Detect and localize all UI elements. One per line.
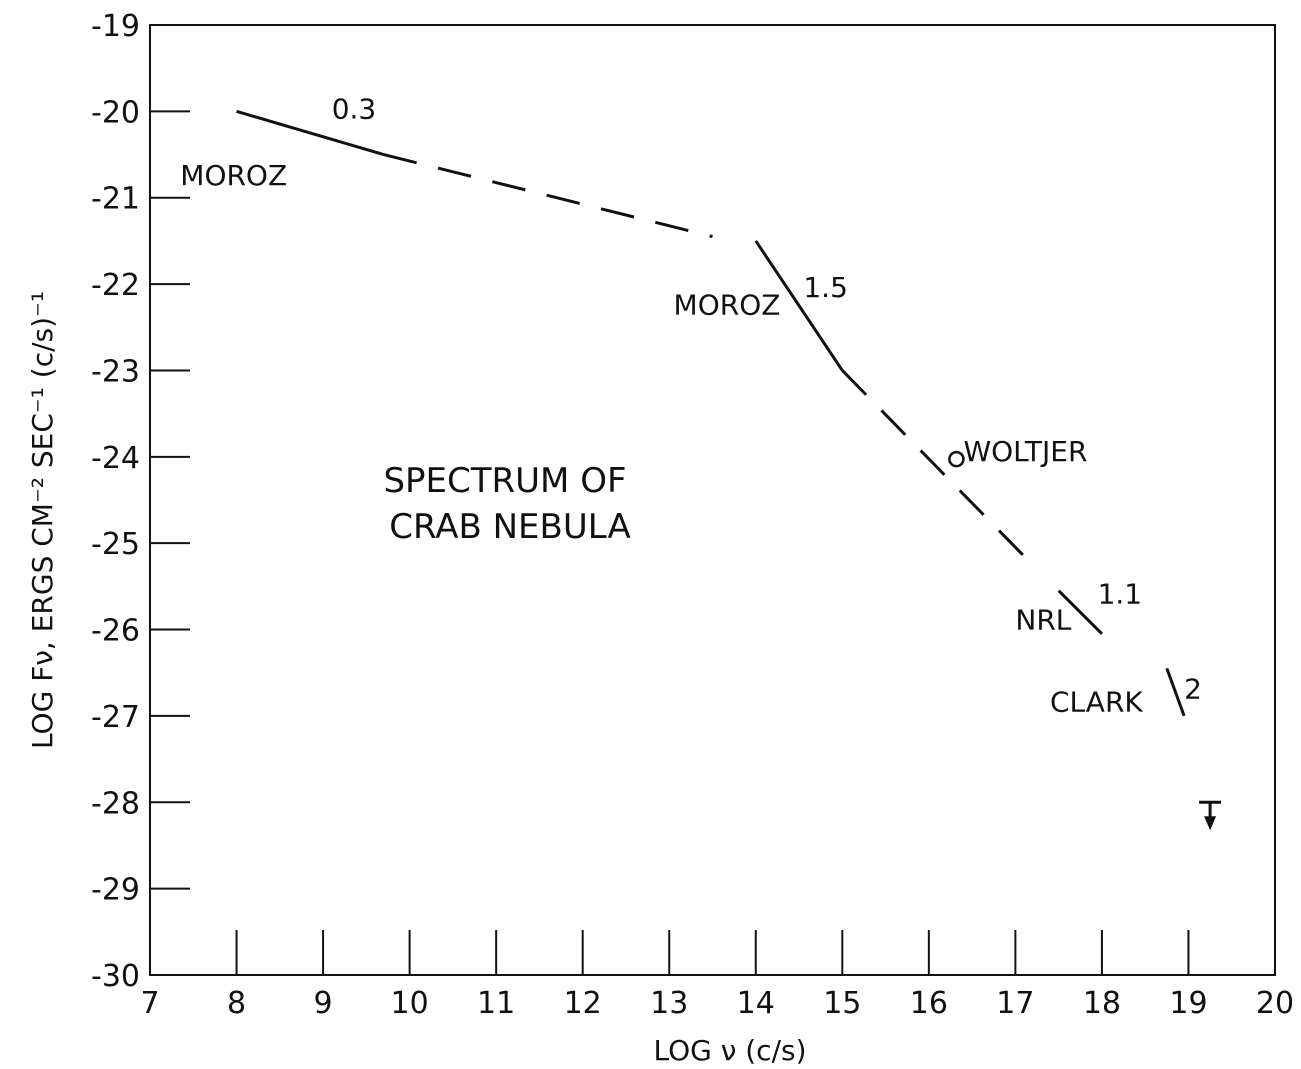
y-tick-label--30: -30 — [91, 959, 140, 994]
x-tick-label-7: 7 — [140, 986, 159, 1021]
y-tick-label--21: -21 — [91, 182, 140, 217]
x-tick-label-13: 13 — [650, 986, 688, 1021]
series-0-moroz — [236, 109, 385, 156]
chart-title-line-2: CRAB NEBULA — [389, 507, 631, 547]
annotation-6-1-1: 1.1 — [1098, 578, 1143, 611]
x-tick-label-12: 12 — [564, 986, 602, 1021]
y-tick-label--24: -24 — [91, 441, 140, 476]
y-tick-label--28: -28 — [91, 786, 140, 821]
y-tick-label--23: -23 — [91, 354, 140, 389]
annotation-5-nrl: NRL — [1015, 604, 1071, 637]
y-axis-label: LOG Fν, ERGS CM⁻² SEC⁻¹ (c/s)⁻¹ — [26, 291, 59, 749]
y-tick-label--19: -19 — [91, 9, 140, 44]
point-upper-limit-arrow — [1199, 800, 1222, 831]
series-5-clark — [1165, 667, 1186, 717]
series-group — [236, 109, 1186, 717]
annotation-8-2: 2 — [1184, 673, 1202, 706]
plot-frame-group — [149, 24, 1276, 976]
annotation-3-1-5: 1.5 — [803, 271, 848, 304]
x-axis-label: LOG ν (c/s) — [653, 1034, 806, 1067]
x-tick-label-8: 8 — [227, 986, 246, 1021]
points-group — [948, 450, 1222, 831]
x-tick-label-9: 9 — [314, 986, 333, 1021]
y-tick-label--20: -20 — [91, 95, 140, 130]
x-tick-label-20: 20 — [1256, 986, 1294, 1021]
x-tick-label-17: 17 — [996, 986, 1034, 1021]
annotation-0-0-3: 0.3 — [332, 92, 377, 125]
series-4-nrl — [1057, 589, 1103, 635]
point-woltjer — [948, 450, 965, 468]
annotation-7-clark: CLARK — [1050, 686, 1143, 719]
series-1-dashed — [383, 153, 713, 239]
annotation-2-moroz: MOROZ — [674, 288, 781, 321]
x-tick-label-11: 11 — [477, 986, 515, 1021]
series-2-moroz — [754, 240, 844, 372]
y-tick-label--26: -26 — [91, 614, 140, 649]
x-tick-label-16: 16 — [910, 986, 948, 1021]
annotations-group: 0.3 MOROZ MOROZ 1.5 WOLTJER NRL 1.1 CLARK 2 — [180, 92, 1202, 718]
annotation-4-woltjer: WOLTJER — [963, 435, 1087, 468]
y-tick-label--29: -29 — [91, 873, 140, 908]
plot-frame — [149, 24, 1276, 976]
annotation-1-moroz: MOROZ — [180, 159, 287, 192]
series-3-dashed — [841, 369, 1026, 558]
x-tick-label-19: 19 — [1169, 986, 1207, 1021]
x-tick-label-15: 15 — [823, 986, 861, 1021]
x-tick-label-10: 10 — [391, 986, 429, 1021]
y-tick-label--22: -22 — [91, 268, 140, 303]
upper-limit-arrowhead — [1204, 816, 1217, 831]
ticks-group: 7 8 9 10 11 12 13 14 15 16 17 18 19 20 -19 -20 -21 -22 -23… — [91, 9, 1294, 1021]
x-tick-label-14: 14 — [737, 986, 775, 1021]
y-tick-label--25: -25 — [91, 527, 140, 562]
chart-title-line-1: SPECTRUM OF — [383, 461, 626, 501]
y-tick-label--27: -27 — [91, 700, 140, 735]
x-tick-label-18: 18 — [1083, 986, 1121, 1021]
